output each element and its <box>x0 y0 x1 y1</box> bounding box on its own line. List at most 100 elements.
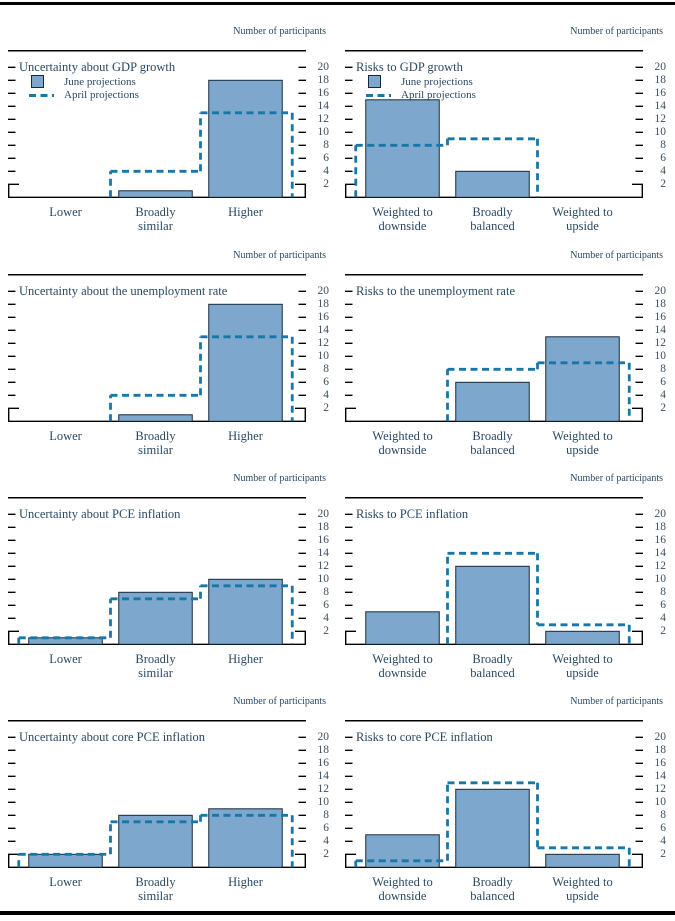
y-tick-label-10: 10 <box>317 125 330 138</box>
panel-risks-to-gdp-growth: Number of participants 2 4 6 8 10 12 14 16 18 20 Ri… <box>345 26 667 238</box>
panel-title: Risks to core PCE inflation <box>356 730 493 744</box>
legend-item-june: June projections <box>366 75 476 89</box>
category-label-broadly-balanced: Broadly balanced <box>470 652 515 680</box>
y-tick-label-4: 4 <box>660 164 666 177</box>
june-bar-higher <box>208 578 283 645</box>
plot-area: 2 4 6 8 10 12 14 16 18 20 Risks to GDP growth June … <box>345 50 667 198</box>
panel-title: Uncertainty about the unemployment rate <box>19 284 228 298</box>
plot-area: 2 4 6 8 10 12 14 16 18 20 Risks to the unemploymen… <box>345 274 667 422</box>
april-projections-line <box>109 335 294 422</box>
june-bar-weighted-to-upside <box>545 336 620 422</box>
june-bar-broadly-balanced <box>455 170 530 198</box>
category-label-broadly-similar: Broadly similar <box>135 429 176 457</box>
panel-title: Risks to PCE inflation <box>356 507 469 521</box>
y-axis-unit-label: Number of participants <box>233 696 326 707</box>
plot-canvas <box>345 497 643 645</box>
category-label-broadly-similar: Broadly similar <box>135 205 176 233</box>
left-axis-bracket <box>8 630 19 645</box>
y-tick-label-14: 14 <box>317 546 330 559</box>
panel-uncertainty-about-pce-inflation: Number of participants 2 4 6 8 10 12 14 16 18 20 Un… <box>8 473 330 685</box>
y-tick-label-12: 12 <box>654 559 667 572</box>
y-tick-label-10: 10 <box>654 349 667 362</box>
y-tick-label-2: 2 <box>660 401 666 414</box>
category-label-higher: Higher <box>228 652 263 666</box>
june-bar-broadly-balanced <box>455 788 530 868</box>
category-label-weighted-to-downside: Weighted to downside <box>372 652 433 680</box>
y-tick-label-18: 18 <box>654 520 667 533</box>
plot-canvas <box>8 497 306 645</box>
june-swatch <box>366 75 392 89</box>
y-tick-label-6: 6 <box>660 151 666 164</box>
panel-uncertainty-about-gdp-growth: Number of participants 2 4 6 8 10 12 14 16 18 20 Un… <box>8 26 330 238</box>
y-tick-label-20: 20 <box>317 730 330 743</box>
june-bar-higher <box>208 79 283 198</box>
y-tick-label-12: 12 <box>317 782 330 795</box>
april-projections-line <box>354 137 539 198</box>
panel-title: Uncertainty about PCE inflation <box>19 507 181 521</box>
april-swatch <box>29 93 55 97</box>
left-axis-bracket <box>345 630 356 645</box>
left-axis-bracket <box>345 183 356 198</box>
y-tick-label-16: 16 <box>654 756 667 769</box>
april-swatch <box>366 93 392 97</box>
panel-uncertainty-about-core-pce-inflation: Number of participants 2 4 6 8 10 12 14 16 18 20 Un… <box>8 696 330 908</box>
y-tick-label-8: 8 <box>660 138 666 151</box>
y-tick-label-20: 20 <box>654 60 667 73</box>
legend-item-april: April projections <box>29 89 139 103</box>
june-bar-weighted-to-downside <box>365 834 440 868</box>
y-tick-label-10: 10 <box>654 572 667 585</box>
category-labels: Lower Broadly similar Higher <box>8 205 306 237</box>
june-bar-weighted-to-upside <box>545 630 620 645</box>
y-tick-label-18: 18 <box>317 520 330 533</box>
june-bar-broadly-similar <box>118 414 193 422</box>
y-tick-label-12: 12 <box>654 336 667 349</box>
plot-area: 2 4 6 8 10 12 14 16 18 20 Uncertainty about GDP gr… <box>8 50 330 198</box>
category-labels: Weighted to downside Broadly balanced Weig… <box>345 652 643 684</box>
y-tick-label-18: 18 <box>317 73 330 86</box>
category-labels: Weighted to downside Broadly balanced Weig… <box>345 205 643 237</box>
left-axis-bracket <box>8 853 19 868</box>
y-axis-unit-label: Number of participants <box>233 473 326 484</box>
y-tick-label-20: 20 <box>317 284 330 297</box>
june-bar-weighted-to-downside <box>365 99 440 198</box>
y-axis-unit-label: Number of participants <box>570 26 663 37</box>
y-tick-label-20: 20 <box>317 60 330 73</box>
right-axis-bracket <box>632 183 643 198</box>
legend-label-june: June projections <box>401 75 473 88</box>
right-axis-bracket <box>295 853 306 868</box>
y-axis-unit-label: Number of participants <box>233 250 326 261</box>
plot-canvas <box>345 720 643 868</box>
legend-label-april: April projections <box>401 89 476 102</box>
category-label-weighted-to-downside: Weighted to downside <box>372 429 433 457</box>
panel-title: Uncertainty about core PCE inflation <box>19 730 206 744</box>
june-bar-swatch-icon <box>31 75 44 89</box>
y-tick-label-20: 20 <box>654 507 667 520</box>
y-axis-unit-label: Number of participants <box>233 26 326 37</box>
panel-risks-to-pce-inflation: Number of participants 2 4 6 8 10 12 14 16 18 20 Ri… <box>345 473 667 685</box>
y-tick-label-6: 6 <box>660 375 666 388</box>
y-tick-label-16: 16 <box>654 86 667 99</box>
panel-risks-to-the-unemployment-rate: Number of participants 2 4 6 8 10 12 14 16 18 20 Ri… <box>345 250 667 462</box>
y-tick-label-14: 14 <box>654 99 667 112</box>
legend: June projections April projections <box>29 75 139 102</box>
category-labels: Weighted to downside Broadly balanced Weig… <box>345 875 643 907</box>
y-axis-unit-label: Number of participants <box>570 696 663 707</box>
category-label-higher: Higher <box>228 205 263 219</box>
april-projections-line <box>17 813 294 868</box>
legend-label-june: June projections <box>64 75 136 88</box>
category-label-lower: Lower <box>49 429 82 443</box>
axis-tick-marks <box>345 66 643 172</box>
axis-tick-marks <box>8 66 306 172</box>
y-tick-label-14: 14 <box>654 769 667 782</box>
axis-tick-marks <box>345 513 643 619</box>
y-tick-label-8: 8 <box>660 808 666 821</box>
axis-tick-marks <box>345 736 643 842</box>
y-tick-label-16: 16 <box>654 310 667 323</box>
category-label-broadly-balanced: Broadly balanced <box>470 429 515 457</box>
y-tick-label-6: 6 <box>323 821 329 834</box>
april-projections-line <box>17 584 294 645</box>
y-axis-unit-label: Number of participants <box>570 473 663 484</box>
june-swatch <box>29 75 55 89</box>
y-tick-label-12: 12 <box>654 782 667 795</box>
